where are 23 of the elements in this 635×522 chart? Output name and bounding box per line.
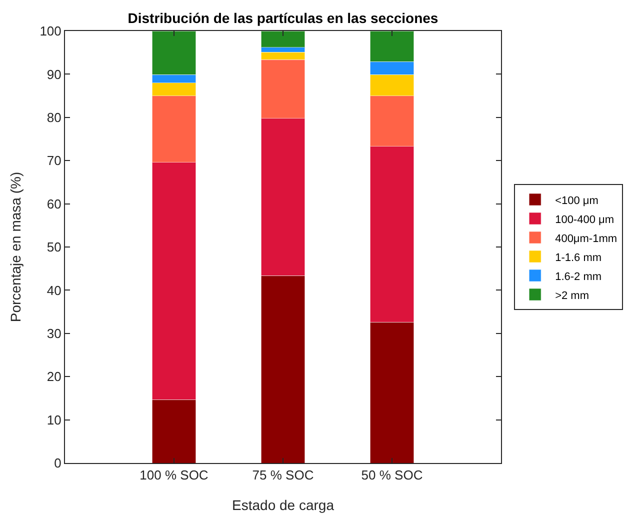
x-tick-label: 50 % SOC bbox=[361, 468, 423, 483]
x-axis-title: Estado de carga bbox=[232, 496, 334, 513]
y-tick-label: 10 bbox=[46, 412, 62, 428]
y-tick-label: 100 bbox=[40, 24, 62, 39]
legend-label: <100 μm bbox=[555, 194, 598, 207]
y-tick-label: 40 bbox=[46, 282, 62, 298]
legend-label: 100-400 μm bbox=[555, 214, 614, 226]
y-tick-label: 0 bbox=[54, 456, 62, 471]
y-axis-title: Porcentaje en masa (%) bbox=[7, 172, 24, 322]
legend-label: 1-1.6 mm bbox=[555, 252, 602, 264]
legend-label: 1.6-2 mm bbox=[555, 270, 602, 283]
x-tick-label: 75 % SOC bbox=[252, 468, 314, 483]
y-tick-label: 30 bbox=[46, 326, 62, 341]
legend-label: 400μm-1mm bbox=[555, 232, 618, 245]
y-tick-label: 60 bbox=[46, 196, 62, 212]
chart-title: Distribución de las partículas en las secciones bbox=[128, 10, 438, 26]
legend-label: >2 mm bbox=[555, 290, 590, 302]
y-tick-label: 70 bbox=[46, 153, 62, 168]
y-tick-label: 50 bbox=[46, 240, 62, 255]
y-tick-label: 80 bbox=[46, 110, 62, 125]
y-tick-label: 20 bbox=[46, 369, 62, 384]
x-tick-label: 100 % SOC bbox=[140, 468, 208, 483]
y-tick-label: 90 bbox=[46, 66, 62, 82]
